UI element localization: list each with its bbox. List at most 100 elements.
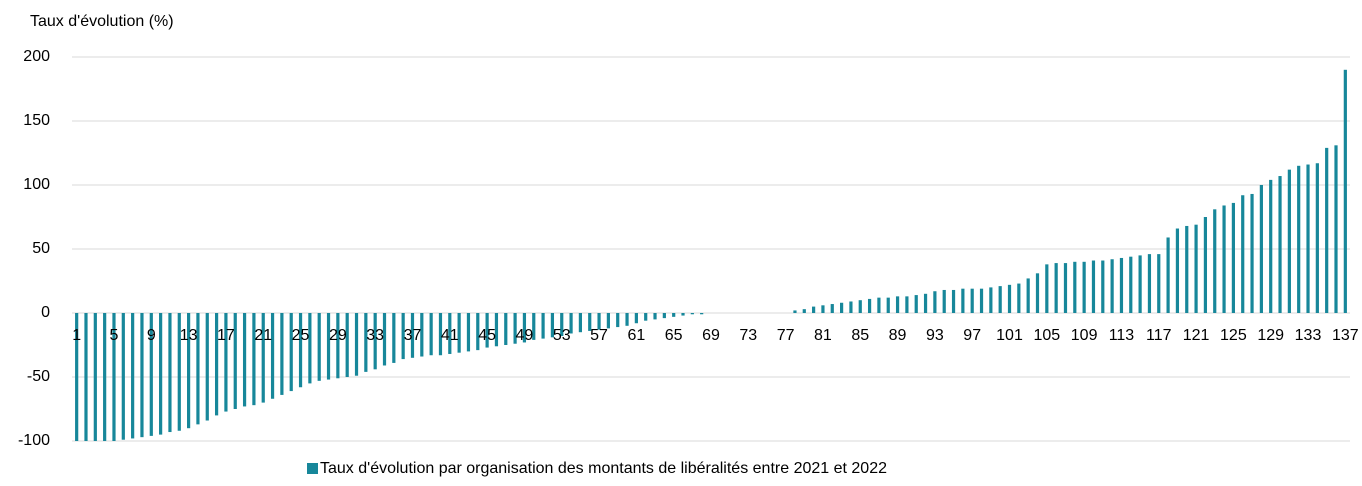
bar: [448, 313, 452, 354]
x-tick-label: 65: [665, 327, 683, 344]
bar: [1259, 185, 1263, 313]
bar: [653, 313, 657, 320]
bar: [662, 313, 666, 319]
bar: [877, 297, 881, 313]
bar: [1231, 202, 1235, 313]
bar: [672, 313, 676, 317]
x-tick-label: 113: [1109, 327, 1135, 344]
bar: [886, 297, 890, 313]
bar: [280, 313, 284, 395]
bar: [112, 313, 116, 441]
bar: [1147, 254, 1152, 313]
y-tick-label: 200: [23, 48, 50, 65]
bar: [1325, 147, 1329, 313]
bar: [849, 301, 853, 313]
bar: [149, 313, 153, 436]
bar: [1334, 145, 1338, 313]
bar: [1054, 263, 1058, 313]
bar: [1119, 257, 1124, 313]
x-tick-label: 125: [1220, 327, 1247, 344]
bar: [457, 313, 461, 353]
bar: [1306, 164, 1310, 313]
bar: [1297, 165, 1301, 313]
bar: [392, 313, 396, 363]
bar: [532, 313, 536, 340]
x-tick-label: 77: [777, 327, 795, 344]
bar: [560, 313, 564, 337]
bar: [1091, 260, 1096, 313]
bar: [476, 313, 480, 351]
x-tick-label: 85: [851, 327, 869, 344]
bar: [1278, 176, 1282, 313]
bar: [578, 313, 583, 333]
bar: [205, 313, 209, 421]
bar: [1035, 273, 1040, 313]
x-tick-label: 29: [329, 327, 347, 344]
y-tick-label: 0: [41, 304, 50, 321]
x-tick-label: 41: [441, 327, 459, 344]
bar: [1269, 179, 1273, 313]
bar: [1110, 259, 1114, 313]
x-tick-label: 49: [516, 327, 534, 344]
x-tick-label: 5: [110, 327, 119, 344]
x-tick-label: 33: [366, 327, 384, 344]
bar: [1007, 284, 1012, 313]
y-tick-label: -100: [18, 432, 50, 449]
y-axis-label: Taux d'évolution (%): [30, 13, 174, 30]
x-tick-label: 17: [217, 327, 235, 344]
bar: [298, 313, 303, 388]
bar: [793, 310, 797, 313]
bar: [541, 313, 545, 339]
bar: [159, 313, 163, 435]
y-tick-label: -50: [27, 368, 50, 385]
bar: [700, 313, 704, 315]
legend-label: Taux d'évolution par organisation des mo…: [320, 460, 887, 477]
bar: [289, 313, 293, 392]
bar: [923, 293, 928, 313]
bar: [420, 313, 424, 357]
bar: [895, 296, 900, 313]
bar: [812, 306, 816, 313]
bar: [1157, 254, 1161, 313]
x-tick-label: 45: [478, 327, 496, 344]
bar: [634, 313, 638, 324]
x-tick-label: 129: [1257, 327, 1284, 344]
bar: [681, 313, 685, 316]
x-tick-label: 13: [180, 327, 198, 344]
bar: [644, 313, 648, 321]
x-tick-label: 57: [590, 327, 608, 344]
bar: [522, 313, 527, 343]
bar: [131, 313, 135, 439]
bar: [961, 288, 965, 313]
bar: [867, 298, 872, 313]
bar: [233, 313, 237, 409]
x-tick-label: 9: [147, 327, 156, 344]
bar: [1063, 263, 1068, 313]
bar: [177, 313, 181, 431]
bar: [84, 313, 88, 441]
bar: [354, 313, 359, 376]
bar: [914, 295, 918, 313]
x-tick-label: 81: [814, 327, 832, 344]
bar: [905, 296, 909, 313]
bar: [839, 302, 844, 313]
bar: [504, 313, 508, 345]
bar: [401, 313, 405, 360]
x-tick-label: 53: [553, 327, 571, 344]
x-tick-label: 21: [254, 327, 272, 344]
bar: [933, 291, 937, 313]
x-tick-label: 25: [292, 327, 310, 344]
bar: [326, 313, 331, 380]
bar: [93, 313, 97, 441]
bar: [345, 313, 349, 377]
bar: [485, 313, 489, 348]
bar: [168, 313, 172, 433]
bar: [317, 313, 321, 381]
bar: [1343, 69, 1347, 313]
bar: [494, 313, 499, 347]
bar: [308, 313, 312, 384]
bar: [336, 313, 340, 379]
bar: [1241, 195, 1245, 313]
x-tick-label: 61: [627, 327, 645, 344]
y-tick-label: 150: [23, 112, 50, 129]
